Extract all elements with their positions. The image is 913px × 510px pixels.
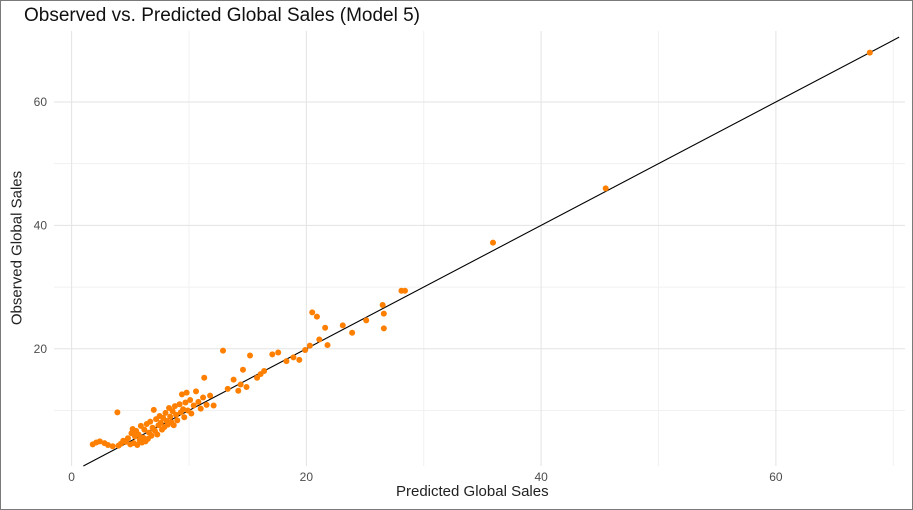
data-point (183, 389, 190, 396)
minor-grid (54, 31, 905, 466)
data-point (193, 388, 200, 395)
data-point (173, 411, 180, 418)
data-point (178, 391, 185, 398)
data-point (269, 351, 276, 358)
data-point (243, 384, 250, 391)
data-point (290, 354, 297, 361)
data-point (150, 406, 157, 413)
data-point (380, 325, 387, 332)
data-point (171, 403, 178, 410)
data-point (302, 347, 309, 353)
major-grid (54, 31, 905, 466)
data-point (363, 317, 370, 324)
x-tick-label: 20 (300, 470, 314, 484)
y-tick-label: 40 (34, 218, 48, 232)
x-tick-label: 40 (534, 470, 548, 484)
chart-title: Observed vs. Predicted Global Sales (Mod… (24, 5, 421, 26)
data-point (134, 442, 141, 449)
data-point (148, 432, 155, 439)
data-point (200, 394, 207, 401)
data-point (203, 401, 210, 408)
reference-line (83, 36, 900, 467)
data-point (96, 438, 103, 445)
data-point (349, 329, 356, 336)
data-point (210, 402, 217, 409)
data-point (135, 431, 142, 438)
data-point (296, 356, 303, 363)
data-point (124, 435, 131, 442)
data-point (401, 287, 408, 294)
data-point (230, 376, 237, 383)
data-point (602, 185, 609, 192)
data-point (316, 336, 323, 343)
data-point (174, 417, 181, 424)
y-tick-label: 20 (34, 342, 48, 356)
data-point (489, 239, 496, 246)
data-point (866, 49, 873, 56)
data-point (114, 409, 121, 416)
data-point (147, 418, 154, 425)
data-point (283, 358, 290, 365)
data-point (379, 301, 386, 308)
data-point (201, 374, 208, 381)
data-point (182, 399, 189, 406)
data-point (322, 324, 329, 331)
data-point (141, 426, 148, 433)
data-point (187, 396, 194, 403)
data-points (89, 49, 873, 450)
data-point (313, 313, 320, 320)
data-point (188, 410, 195, 417)
data-point (380, 310, 387, 317)
data-point (275, 349, 282, 356)
x-axis-label: Predicted Global Sales (396, 483, 549, 500)
data-point (224, 385, 231, 392)
data-point (162, 409, 169, 416)
data-point (197, 405, 204, 412)
data-point (324, 342, 331, 349)
data-point (339, 322, 346, 329)
x-axis-ticks: 0 20 40 60 (68, 470, 783, 484)
y-axis-label: Observed Global Sales (8, 170, 26, 326)
data-point (309, 309, 316, 316)
data-point (180, 406, 187, 413)
data-point (154, 431, 161, 438)
y-axis-ticks: 20 40 60 (34, 95, 48, 356)
data-point (235, 387, 242, 394)
data-point (176, 401, 183, 408)
data-point (190, 402, 197, 409)
data-point (261, 367, 268, 374)
y-tick-label: 60 (34, 95, 48, 109)
data-point (239, 366, 246, 373)
data-point (181, 414, 188, 421)
data-point (157, 419, 164, 426)
data-point (109, 443, 116, 450)
data-point (237, 381, 244, 388)
data-point (306, 342, 313, 349)
x-tick-label: 60 (769, 470, 783, 484)
data-point (170, 422, 177, 429)
data-point (167, 413, 174, 420)
data-point (104, 442, 111, 449)
reference-line-group (83, 36, 900, 467)
data-point (195, 398, 202, 405)
data-point (247, 352, 254, 359)
x-tick-label: 0 (68, 470, 75, 484)
data-point (207, 392, 214, 399)
data-point (220, 347, 227, 354)
